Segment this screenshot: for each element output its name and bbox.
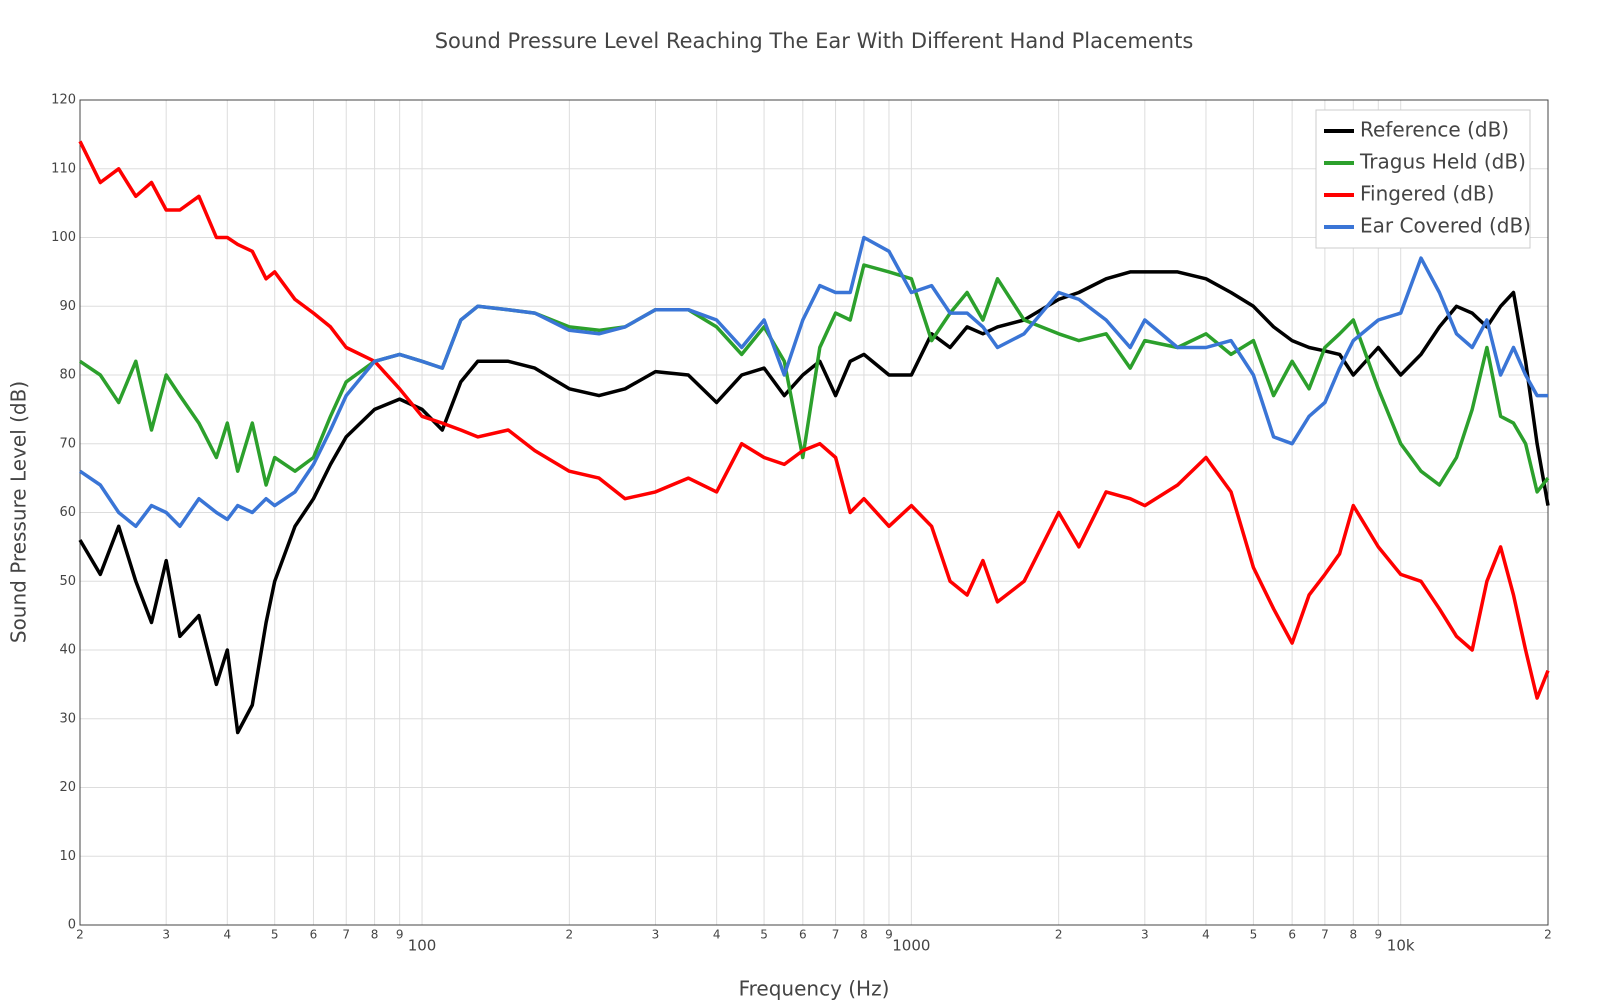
x-tick-label: 8 bbox=[860, 928, 868, 942]
y-tick-label: 110 bbox=[51, 161, 76, 176]
y-tick-label: 100 bbox=[51, 230, 76, 245]
y-tick-label: 70 bbox=[59, 436, 76, 451]
x-tick-label: 8 bbox=[1349, 928, 1357, 942]
series-line bbox=[78, 270, 1550, 735]
y-tick-label: 50 bbox=[59, 574, 76, 589]
y-tick-label: 60 bbox=[59, 505, 76, 520]
x-tick-label: 6 bbox=[799, 928, 807, 942]
x-tick-label: 9 bbox=[396, 928, 404, 942]
x-tick-label: 2 bbox=[1055, 928, 1063, 942]
y-tick-label: 30 bbox=[59, 711, 76, 726]
series-line bbox=[79, 263, 1550, 494]
y-tick-label: 90 bbox=[59, 299, 76, 314]
x-tick-label: 6 bbox=[1288, 928, 1296, 942]
x-tick-label: 5 bbox=[760, 928, 768, 942]
chart-title: Sound Pressure Level Reaching The Ear Wi… bbox=[435, 29, 1194, 53]
x-tick-label: 8 bbox=[371, 928, 379, 942]
legend-label: Fingered (dB) bbox=[1360, 182, 1494, 206]
x-tick-label: 1000 bbox=[892, 937, 930, 955]
x-tick-label: 2 bbox=[566, 928, 574, 942]
x-tick-label: 2 bbox=[76, 928, 84, 942]
y-tick-label: 120 bbox=[51, 93, 76, 108]
x-tick-label: 100 bbox=[408, 937, 437, 955]
x-tick-label: 9 bbox=[885, 928, 893, 942]
x-tick-label: 3 bbox=[652, 928, 660, 942]
y-tick-label: 0 bbox=[68, 918, 76, 933]
y-tick-label: 10 bbox=[59, 849, 76, 864]
x-axis-title: Frequency (Hz) bbox=[739, 977, 890, 1001]
y-axis-title: Sound Pressure Level (dB) bbox=[7, 381, 31, 643]
x-tick-label: 5 bbox=[1250, 928, 1258, 942]
series-line bbox=[78, 140, 1550, 700]
plot-frame bbox=[79, 99, 1549, 926]
legend-label: Reference (dB) bbox=[1360, 118, 1509, 142]
x-tick-label: 7 bbox=[832, 928, 840, 942]
x-tick-label: 5 bbox=[271, 928, 279, 942]
legend-label: Tragus Held (dB) bbox=[1359, 150, 1526, 174]
x-tick-label: 10k bbox=[1387, 937, 1415, 955]
x-tick-label: 9 bbox=[1374, 928, 1382, 942]
x-tick-label: 7 bbox=[342, 928, 350, 942]
x-tick-label: 2 bbox=[1544, 928, 1552, 942]
x-tick-label: 6 bbox=[310, 928, 318, 942]
x-tick-label: 4 bbox=[1202, 928, 1210, 942]
y-tick-label: 20 bbox=[59, 780, 76, 795]
x-tick-label: 3 bbox=[1141, 928, 1149, 942]
y-tick-label: 40 bbox=[59, 643, 76, 658]
legend-label: Ear Covered (dB) bbox=[1360, 214, 1531, 238]
x-tick-label: 7 bbox=[1321, 928, 1329, 942]
x-tick-label: 4 bbox=[223, 928, 231, 942]
series-line bbox=[79, 235, 1548, 529]
legend: Reference (dB) Tragus Held (dB) Fingered (… bbox=[1315, 109, 1531, 249]
y-tick-label: 80 bbox=[59, 368, 76, 383]
x-tick-label: 4 bbox=[713, 928, 721, 942]
x-tick-label: 3 bbox=[162, 928, 170, 942]
